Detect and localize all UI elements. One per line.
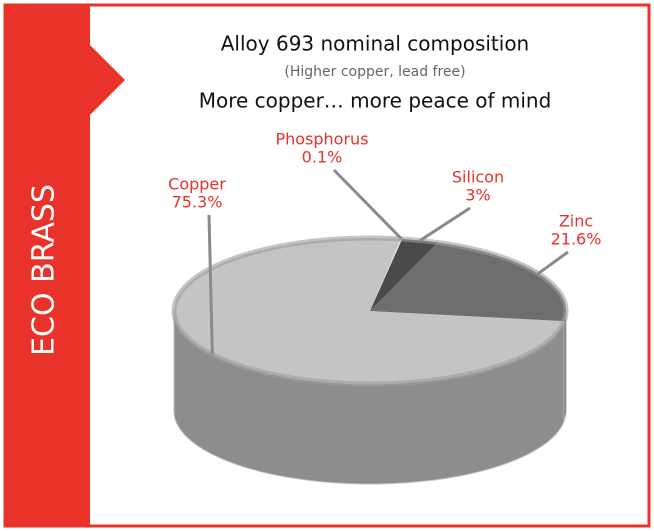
slice-label: Silicon [452, 168, 504, 187]
slice-value-label: 0.1% [302, 148, 343, 167]
slice-value-label: 3% [465, 186, 490, 205]
chart-subtitle: (Higher copper, lead free) [284, 64, 465, 80]
pie-slice [370, 238, 438, 311]
leader-line [207, 214, 214, 355]
pie-slice [370, 242, 566, 322]
slice-label: Phosphorus [275, 130, 368, 149]
pie-slice [370, 238, 403, 311]
leader-line [537, 250, 569, 275]
slice-value-label: 75.3% [172, 193, 223, 212]
banner-shape [4, 4, 125, 527]
banner-text: ECO BRASS [27, 184, 62, 356]
chart-tagline: More copper… more peace of mind [199, 89, 552, 113]
leader-line [419, 206, 471, 242]
slice-value-label: 21.6% [551, 230, 602, 249]
slice-label: Zinc [559, 212, 593, 231]
pie-side [563, 310, 567, 422]
chart-title: Alloy 693 nominal composition [221, 32, 530, 56]
pie-rim [171, 235, 569, 387]
slice-label: Copper [168, 175, 226, 194]
pie-slice [173, 238, 565, 384]
leader-line [332, 168, 403, 241]
